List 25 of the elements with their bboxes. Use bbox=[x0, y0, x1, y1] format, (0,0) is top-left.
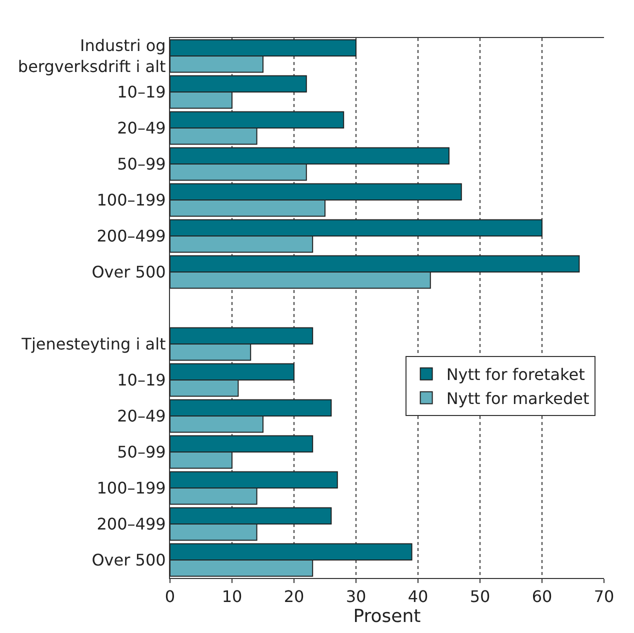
y-tick-label: 50–99 bbox=[117, 154, 166, 174]
y-tick-label: 50–99 bbox=[117, 442, 166, 462]
y-tick-label: Industri og bergverksdrift i alt bbox=[18, 36, 166, 76]
x-tick-label: 20 bbox=[284, 587, 304, 606]
y-tick-label: Over 500 bbox=[92, 550, 166, 570]
y-tick-label: 100–199 bbox=[96, 478, 166, 498]
y-tick-label: 100–199 bbox=[96, 190, 166, 210]
x-tick-label: 0 bbox=[164, 587, 176, 606]
y-tick-label: Over 500 bbox=[92, 262, 166, 282]
x-tick-label: 30 bbox=[346, 587, 366, 606]
x-axis-title: Prosent bbox=[353, 606, 421, 628]
legend-label: Nytt for markedet bbox=[446, 388, 590, 408]
x-tick-label: 10 bbox=[222, 587, 242, 606]
y-tick-label: 10–19 bbox=[117, 82, 166, 102]
legend-label: Nytt for foretaket bbox=[446, 365, 585, 384]
x-tick-label: 40 bbox=[408, 587, 428, 606]
x-tick-label: 60 bbox=[532, 587, 552, 606]
x-tick-label: 70 bbox=[594, 587, 614, 606]
y-tick-label: 20–49 bbox=[117, 118, 166, 138]
y-tick-label: Tjenesteyting i alt bbox=[20, 334, 166, 354]
y-tick-label: 200–499 bbox=[96, 226, 166, 246]
x-tick-label: 50 bbox=[470, 587, 490, 606]
y-tick-label: 200–499 bbox=[96, 514, 166, 534]
y-tick-label: 20–49 bbox=[117, 406, 166, 426]
y-tick-label: 10–19 bbox=[117, 370, 166, 390]
